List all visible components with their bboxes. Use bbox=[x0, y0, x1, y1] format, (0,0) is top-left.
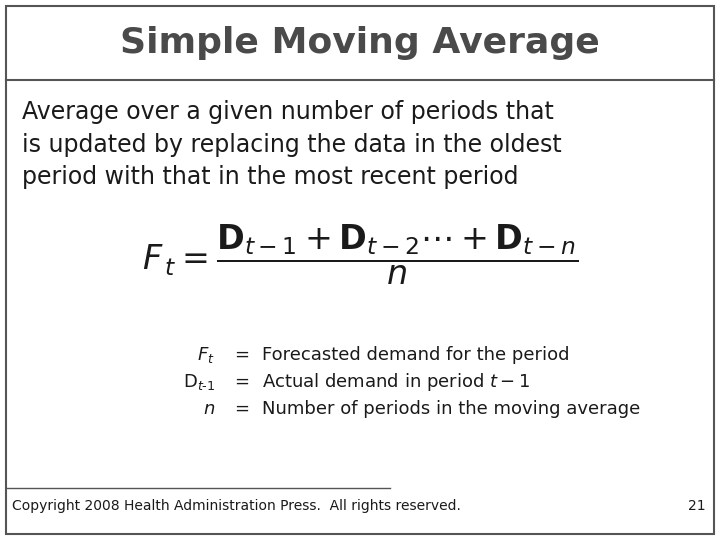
Text: Number of periods in the moving average: Number of periods in the moving average bbox=[262, 400, 640, 418]
Text: =: = bbox=[235, 373, 250, 391]
Text: $n$: $n$ bbox=[203, 400, 215, 418]
Text: =: = bbox=[235, 400, 250, 418]
Text: $F_t$: $F_t$ bbox=[197, 345, 215, 365]
Text: Simple Moving Average: Simple Moving Average bbox=[120, 26, 600, 60]
Text: 21: 21 bbox=[688, 499, 706, 513]
Text: Copyright 2008 Health Administration Press.  All rights reserved.: Copyright 2008 Health Administration Pre… bbox=[12, 499, 461, 513]
Text: Actual demand in period $t - 1$: Actual demand in period $t - 1$ bbox=[262, 371, 530, 393]
Text: Forecasted demand for the period: Forecasted demand for the period bbox=[262, 346, 570, 364]
Text: Average over a given number of periods that
is updated by replacing the data in : Average over a given number of periods t… bbox=[22, 100, 562, 189]
Text: $\mathit{F}_{\,t} = \dfrac{\mathbf{D}_{t-1} + \mathbf{D}_{t-2}\cdots + \mathbf{D: $\mathit{F}_{\,t} = \dfrac{\mathbf{D}_{t… bbox=[142, 223, 578, 287]
Text: $\mathrm{D}_{t\text{-}1}$: $\mathrm{D}_{t\text{-}1}$ bbox=[183, 372, 215, 392]
Text: =: = bbox=[235, 346, 250, 364]
